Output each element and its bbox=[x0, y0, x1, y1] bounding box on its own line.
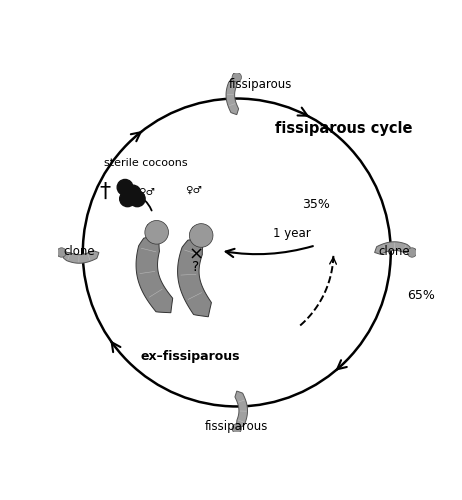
Polygon shape bbox=[58, 250, 99, 263]
Polygon shape bbox=[58, 250, 61, 256]
Polygon shape bbox=[147, 225, 164, 231]
Text: ♀♂: ♀♂ bbox=[185, 185, 201, 195]
Text: fissiparous cycle: fissiparous cycle bbox=[275, 122, 412, 136]
Polygon shape bbox=[234, 74, 240, 77]
Circle shape bbox=[129, 191, 145, 206]
Ellipse shape bbox=[232, 72, 242, 82]
Text: 65%: 65% bbox=[407, 289, 435, 302]
Polygon shape bbox=[177, 228, 212, 317]
Text: fissiparous: fissiparous bbox=[228, 78, 292, 90]
Polygon shape bbox=[413, 250, 416, 256]
Polygon shape bbox=[226, 74, 240, 114]
Text: sterile cocoons: sterile cocoons bbox=[103, 158, 187, 168]
Text: ×: × bbox=[188, 246, 203, 264]
Ellipse shape bbox=[57, 248, 66, 257]
Polygon shape bbox=[234, 429, 240, 432]
Ellipse shape bbox=[232, 424, 242, 433]
Text: 35%: 35% bbox=[302, 198, 329, 210]
Text: clone: clone bbox=[63, 245, 95, 258]
Polygon shape bbox=[234, 391, 248, 432]
Text: clone: clone bbox=[379, 245, 410, 258]
Circle shape bbox=[125, 185, 141, 201]
Ellipse shape bbox=[145, 220, 169, 244]
Text: fissiparous: fissiparous bbox=[205, 420, 268, 432]
Polygon shape bbox=[193, 228, 209, 235]
Text: 1 year: 1 year bbox=[274, 227, 311, 240]
Text: ?: ? bbox=[192, 260, 199, 274]
Text: †: † bbox=[100, 182, 111, 202]
Circle shape bbox=[117, 180, 133, 195]
Circle shape bbox=[120, 191, 135, 206]
Text: ♀♂: ♀♂ bbox=[138, 187, 155, 197]
Text: ex–fissiparous: ex–fissiparous bbox=[140, 350, 240, 363]
Polygon shape bbox=[375, 242, 416, 256]
Polygon shape bbox=[136, 225, 173, 312]
Ellipse shape bbox=[189, 224, 213, 248]
Ellipse shape bbox=[407, 248, 417, 257]
